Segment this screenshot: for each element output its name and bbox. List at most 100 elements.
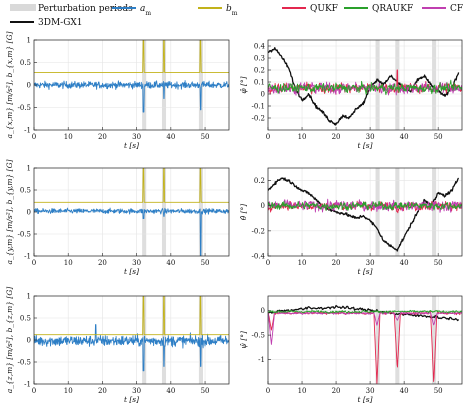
x-tick-label: 30 xyxy=(132,387,141,395)
legend-label: QUKF xyxy=(310,4,338,14)
x-tick-label: 50 xyxy=(434,259,443,267)
y-axis-label: ψ̂ [°] xyxy=(239,331,248,349)
chart-panel-right-3: -1 -0.5 0 0 10 20 30 40 50 t [s] ψ̂ [°] xyxy=(239,295,463,404)
legend-label: Perturbation periods xyxy=(38,4,133,14)
y-tick-label: 0.1 xyxy=(254,79,265,87)
series-line-b-m xyxy=(34,40,229,73)
legend-entry-3dm-gx1: 3DM-GX1 xyxy=(10,18,83,28)
series-group xyxy=(34,40,229,113)
perturbation-band xyxy=(432,168,437,256)
y-tick-label: 0.3 xyxy=(254,55,265,63)
x-tick-label: 10 xyxy=(298,133,307,141)
legend-label: 3DM-GX1 xyxy=(38,18,83,28)
chart-panel-left-1: -1-0.500.510 10 20 30 40 50t [s]a_{x,m} [m/s²… xyxy=(5,31,230,150)
x-tick-label: 30 xyxy=(366,259,375,267)
x-tick-label: 40 xyxy=(166,133,175,141)
y-tick-label: 0 xyxy=(261,91,265,99)
perturbation-band xyxy=(432,296,437,384)
chart-panel-left-2: -1-0.500.510 10 20 30 40 50t [s]a_{y,m} [m/s²… xyxy=(5,159,230,276)
x-tick-label: 20 xyxy=(332,133,341,141)
series-line-qraukf xyxy=(268,309,462,314)
x-tick-label: 0 xyxy=(266,259,270,267)
y-tick-label: -0.4 xyxy=(252,253,266,261)
series-group xyxy=(34,168,229,256)
legend-label: am xyxy=(140,4,151,17)
y-tick-label: -0.5 xyxy=(252,332,266,340)
legend-entry-am: am xyxy=(112,4,151,17)
x-tick-label: 20 xyxy=(332,259,341,267)
x-tick-label: 30 xyxy=(132,133,141,141)
legend-label: CF xyxy=(450,4,463,14)
legend-label: bm xyxy=(226,4,238,17)
perturbation-band xyxy=(432,40,437,130)
y-tick-label: 0 xyxy=(261,202,265,210)
x-tick-label: 50 xyxy=(434,133,443,141)
y-tick-label: 0 xyxy=(261,307,265,315)
x-tick-label: 0 xyxy=(266,133,270,141)
y-tick-label: -0.5 xyxy=(18,104,32,112)
x-tick-label: 20 xyxy=(98,259,107,267)
y-axis-label: a_{y,m} [m/s²], b_{y,m} [G] xyxy=(5,159,14,264)
axes-frame xyxy=(267,167,463,257)
legend-label-sub: m xyxy=(145,10,151,17)
legend: Perturbation periods am bm QUKF QRAUKF CF 3DM-… xyxy=(10,4,463,28)
y-tick-label: -1 xyxy=(24,381,31,389)
perturbation-band xyxy=(375,40,380,130)
x-axis-label: t [s] xyxy=(357,395,372,404)
y-tick-label: -0.2 xyxy=(252,115,266,123)
y-tick-label: 0 xyxy=(27,82,31,90)
perturbation-band xyxy=(375,296,380,384)
x-axis-label: t [s] xyxy=(357,141,372,150)
x-tick-label: 10 xyxy=(64,133,73,141)
x-tick-label: 40 xyxy=(400,259,409,267)
x-tick-label: 20 xyxy=(332,387,341,395)
perturbation-band xyxy=(375,168,380,256)
series-line-3dm-gx1 xyxy=(268,177,460,252)
series-line-qraukf xyxy=(268,200,462,211)
y-tick-label: 0.2 xyxy=(254,67,265,75)
series-line-b-m xyxy=(34,168,229,203)
legend-entry-qukf: QUKF xyxy=(282,4,338,14)
y-tick-label: -0.2 xyxy=(252,227,266,235)
perturbation-band xyxy=(395,296,400,384)
y-tick-label: -1 xyxy=(24,253,31,261)
y-tick-label: 0.2 xyxy=(254,177,265,185)
x-tick-label: 30 xyxy=(366,133,375,141)
y-tick-label: 0.5 xyxy=(20,187,31,195)
series-group xyxy=(268,177,462,252)
x-axis-label: t [s] xyxy=(124,395,139,404)
panels: -1-0.500.510 10 20 30 40 50t [s]a_{x,m} [m/s²… xyxy=(5,31,463,404)
y-axis-label: θ̂ [°] xyxy=(239,204,248,221)
y-tick-label: 0.5 xyxy=(20,59,31,67)
x-axis-label: t [s] xyxy=(357,267,372,276)
series-line-qraukf xyxy=(268,79,462,96)
x-tick-label: 10 xyxy=(64,387,73,395)
legend-label: QRAUKF xyxy=(372,4,413,14)
y-tick-label: 0 xyxy=(27,337,31,345)
y-tick-label: -0.5 xyxy=(18,231,32,239)
series-group xyxy=(34,296,229,372)
x-tick-label: 40 xyxy=(166,259,175,267)
x-tick-label: 30 xyxy=(132,259,141,267)
series-line-3dm-gx1 xyxy=(268,304,460,322)
series-line-a-m xyxy=(34,207,229,256)
x-tick-label: 50 xyxy=(201,259,210,267)
x-tick-label: 0 xyxy=(32,133,36,141)
series-line-cf xyxy=(268,311,462,345)
chart-panel-right-2: -0.4 -0.2 0 0.2 0 10 20 30 40 50 t [s] θ̂ [°] xyxy=(239,167,463,276)
y-tick-label: -0.1 xyxy=(252,103,266,111)
y-tick-label: 0.4 xyxy=(254,43,266,51)
x-tick-label: 10 xyxy=(64,259,73,267)
y-tick-label: -1 xyxy=(258,356,265,364)
y-tick-label: 1 xyxy=(27,165,31,173)
y-axis-label: a_{x,m} [m/s²], b_{x,m} [G] xyxy=(5,31,14,138)
x-axis-label: t [s] xyxy=(124,141,139,150)
x-tick-label: 20 xyxy=(98,133,107,141)
series-group xyxy=(268,304,462,384)
y-axis-label: a_{z,m} [m/s²], b_{z,m} [G] xyxy=(5,287,14,394)
y-tick-label: -1 xyxy=(24,127,31,135)
legend-entry-perturbation-periods: Perturbation periods xyxy=(10,4,133,14)
x-tick-label: 50 xyxy=(434,387,443,395)
y-tick-label: 1 xyxy=(27,293,31,301)
